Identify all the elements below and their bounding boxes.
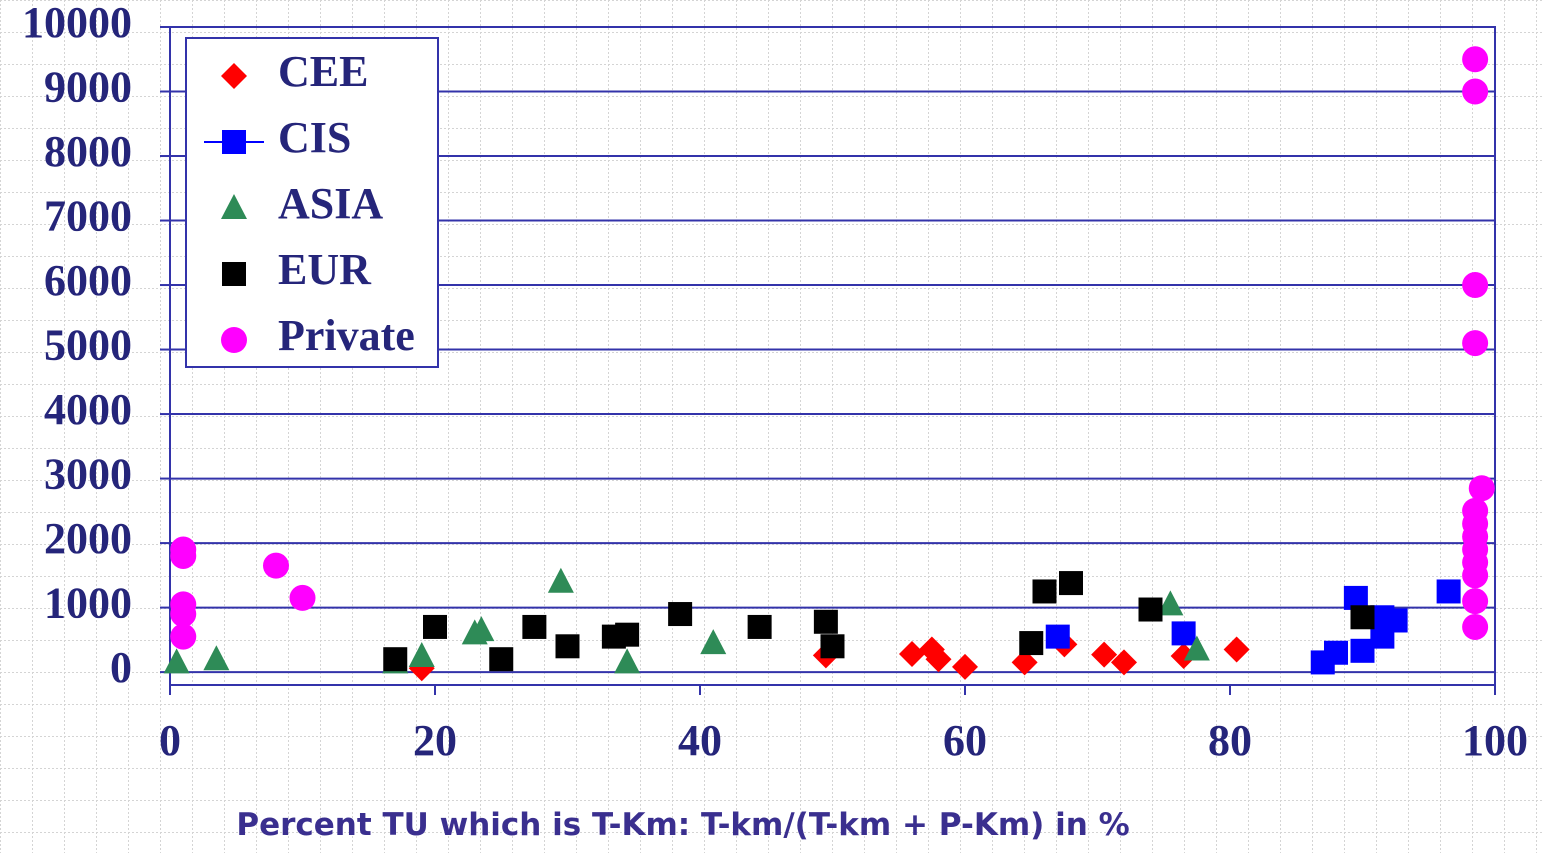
point [820, 634, 845, 659]
x-tick-label: 80 [1208, 716, 1252, 765]
x-tick-label: 20 [413, 716, 457, 765]
legend-marker [221, 63, 247, 89]
point [952, 653, 978, 680]
point [163, 648, 190, 674]
legend-marker [222, 262, 246, 286]
legend-box [185, 37, 439, 368]
y-tick-label: 8000 [44, 127, 132, 176]
point [489, 647, 514, 672]
point [615, 622, 640, 647]
point [1011, 649, 1038, 676]
legend-label: ASIA [278, 179, 383, 228]
point [1462, 588, 1489, 615]
point [1171, 621, 1196, 646]
point [1468, 475, 1495, 502]
y-tick-label: 5000 [44, 321, 132, 370]
point [1462, 78, 1489, 105]
point [522, 614, 547, 639]
x-tick-label: 40 [678, 716, 722, 765]
point [408, 641, 435, 667]
point [1324, 640, 1348, 665]
point [614, 648, 641, 674]
legend-label: Private [278, 311, 415, 360]
legend-label: CIS [278, 113, 351, 162]
point [289, 584, 316, 611]
point [1183, 635, 1210, 661]
point [1111, 649, 1137, 676]
point [1350, 605, 1375, 630]
point [1383, 608, 1408, 633]
legend-marker [221, 194, 247, 219]
y-tick-label: 2000 [44, 514, 132, 563]
point [1032, 579, 1057, 604]
y-tick-label: 9000 [44, 63, 132, 112]
point [1138, 597, 1163, 622]
point [1059, 571, 1083, 596]
point [1045, 624, 1070, 649]
point [925, 646, 952, 673]
point [1462, 562, 1489, 589]
point [423, 614, 447, 639]
y-tick-label: 6000 [44, 256, 132, 305]
y-tick-label: 7000 [44, 192, 132, 241]
point [170, 601, 197, 628]
point [468, 616, 495, 642]
x-tick-label: 60 [943, 716, 987, 765]
y-tick-label: 10000 [22, 0, 132, 47]
point [1462, 330, 1489, 357]
point [813, 609, 838, 634]
legend-label: EUR [278, 245, 372, 294]
point [1462, 46, 1489, 73]
point [1157, 590, 1184, 616]
y-tick-label: 4000 [44, 385, 132, 434]
point [170, 542, 197, 569]
point [263, 552, 289, 579]
point [1091, 641, 1118, 668]
legend-marker [221, 327, 247, 353]
point [1019, 631, 1044, 656]
y-tick-label: 3000 [44, 450, 132, 499]
x-tick-label: 100 [1462, 716, 1528, 765]
point [1462, 272, 1489, 299]
point [170, 623, 197, 650]
point [747, 614, 772, 639]
x-axis-label: Percent TU which is T-Km: T-km/(T-km + P… [236, 807, 1129, 843]
legend-marker [222, 130, 246, 154]
point [1462, 613, 1489, 640]
legend: CEE CIS ASIA EUR Private [185, 37, 439, 368]
point [547, 567, 574, 593]
point [700, 629, 727, 655]
point [383, 647, 408, 672]
point [203, 645, 230, 671]
point [555, 634, 580, 659]
x-tick-label: 0 [159, 716, 181, 765]
y-tick-label: 1000 [44, 579, 132, 628]
legend-label: CEE [278, 47, 368, 96]
point [899, 641, 925, 668]
point [1223, 636, 1250, 663]
y-tick-label: 0 [110, 643, 132, 692]
point [668, 602, 693, 627]
point [1436, 579, 1461, 604]
